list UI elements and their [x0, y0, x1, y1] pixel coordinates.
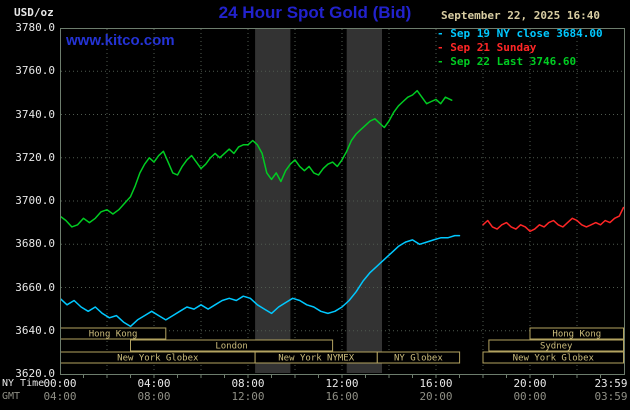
plot-border: [60, 28, 625, 375]
x-axis-tick-label-ny: 16:00: [419, 377, 453, 390]
y-axis-tick-label: 3780.0: [15, 21, 55, 34]
session-label: London: [215, 342, 248, 352]
legend-item: - Sep 21 Sunday: [437, 41, 537, 54]
legend-item: - Sep 22 Last 3746.60: [437, 55, 577, 68]
y-axis-tick-label: 3740.0: [15, 107, 55, 121]
legend: - Sep 19 NY close 3684.00- Sep 21 Sunday…: [437, 27, 603, 69]
session-label: New York Globex: [117, 354, 199, 364]
y-axis-tick-label: 3700.0: [15, 194, 55, 207]
session-box: [376, 351, 461, 364]
series-line-1: [482, 206, 625, 233]
series-line-2: [60, 89, 453, 228]
series-line-0: [60, 234, 461, 328]
kitco-watermark-link[interactable]: www.kitco.com: [66, 32, 175, 49]
session-box: [488, 339, 624, 352]
x-axis-tick-label-ny: 23:59: [594, 377, 628, 390]
session-box: [482, 351, 624, 364]
x-axis-tick-label-gmt: 04:00: [43, 390, 77, 403]
x-axis-gmt-caption: GMT: [2, 391, 21, 402]
x-axis-tick-label-ny: 08:00: [231, 377, 265, 390]
y-axis-tick-label: 3660.0: [15, 280, 55, 294]
session-label: New York Globex: [513, 354, 595, 364]
date-label: September 22, 2025 16:40: [441, 9, 600, 22]
session-box: [130, 339, 334, 352]
y-axis-tick-label: 3720.0: [15, 150, 55, 164]
y-axis-unit-label: USD/oz: [14, 6, 54, 19]
x-axis-tick-label-gmt: 03:59: [594, 390, 628, 403]
session-label: Hong Kong: [552, 330, 601, 340]
session-label: Sydney: [540, 342, 573, 352]
shaded-band: [346, 29, 382, 373]
x-axis-tick-label-gmt: 08:00: [137, 390, 171, 403]
x-axis-tick-label-gmt: 12:00: [231, 390, 265, 403]
x-axis-tick-label-ny: 00:00: [43, 377, 77, 390]
y-axis-tick-label: 3620.0: [15, 367, 55, 380]
x-axis-tick-label-gmt: 16:00: [325, 390, 359, 403]
session-box: [529, 327, 624, 340]
x-axis-tick-label-gmt: 20:00: [419, 390, 453, 403]
x-axis-tick-label-ny: 04:00: [137, 377, 171, 390]
page-title: 24 Hour Spot Gold (Bid): [218, 3, 412, 22]
chart-plot: Hong Kong Hong Kong London Sydney New York G…: [60, 28, 625, 378]
x-axis-ny-caption: NY Time: [2, 378, 45, 389]
x-axis-tick-label-gmt: 00:00: [513, 390, 547, 403]
session-label: Hong Kong: [89, 330, 138, 340]
x-axis-tick-label-ny: 20:00: [513, 377, 547, 390]
session-label: New York NYMEX: [278, 354, 354, 364]
session-label: NY Globex: [394, 354, 443, 364]
shaded-band: [255, 29, 291, 373]
y-axis-tick-label: 3640.0: [15, 323, 55, 337]
x-axis-tick-label-ny: 12:00: [325, 377, 359, 390]
y-axis-tick-label: 3680.0: [15, 237, 55, 251]
y-axis-tick-label: 3760.0: [15, 64, 55, 78]
